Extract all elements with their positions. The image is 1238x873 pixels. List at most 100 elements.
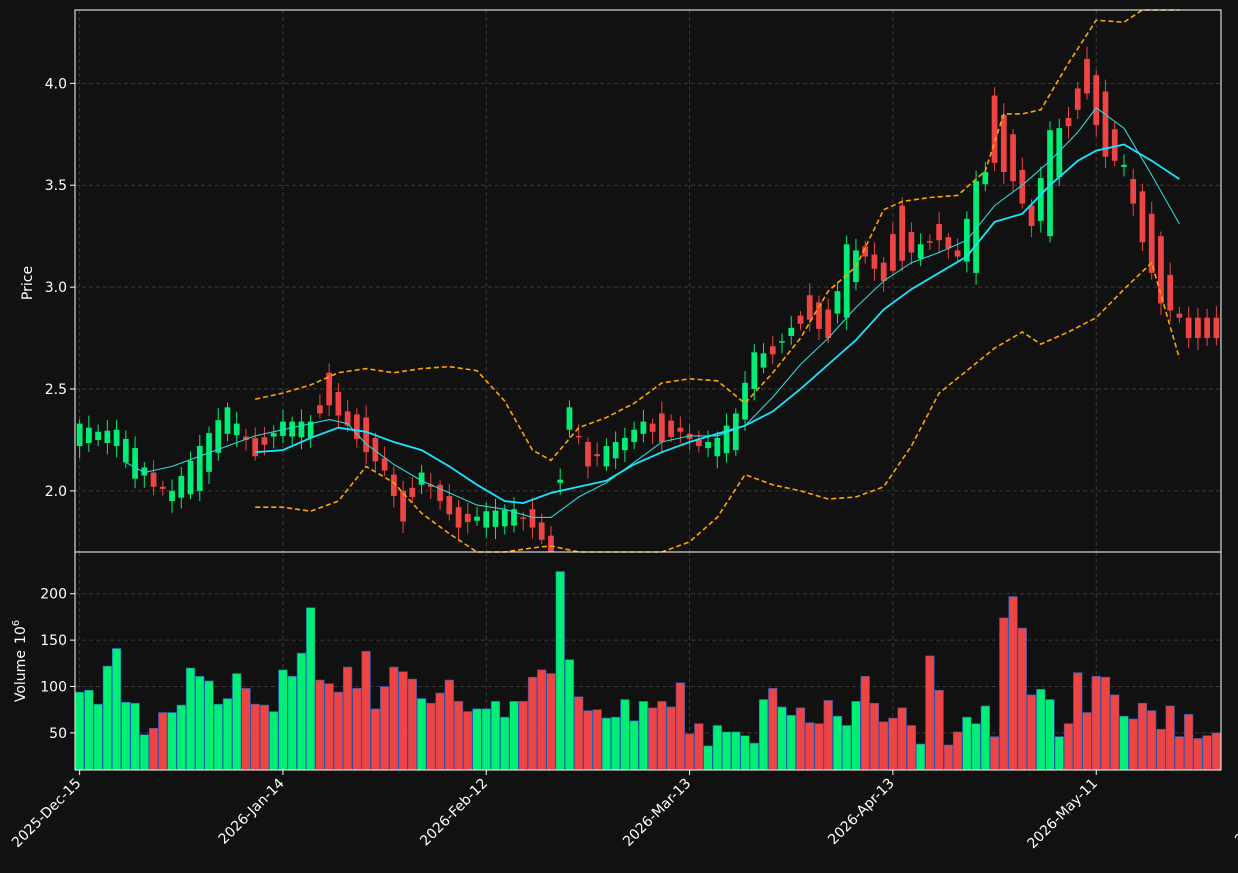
candle-body — [622, 437, 628, 451]
candle-body — [612, 441, 619, 459]
candle-body — [1084, 58, 1090, 94]
volume-bar — [666, 706, 676, 771]
volume-bar — [222, 698, 233, 771]
volume-bar — [564, 659, 575, 771]
volume-bar — [1026, 694, 1037, 771]
price-tick-label: 2.5 — [45, 382, 67, 398]
candle-body — [344, 411, 351, 426]
candle-body — [1130, 179, 1137, 204]
candle-body — [658, 413, 665, 442]
candle-body — [816, 302, 822, 329]
volume-bar — [176, 704, 186, 771]
volume-bar — [1184, 714, 1194, 771]
candle-body — [427, 484, 434, 487]
candle-body — [159, 486, 166, 489]
volume-bar — [675, 682, 685, 771]
candle-body — [529, 509, 536, 528]
candle-body — [594, 454, 601, 457]
volume-bar — [832, 715, 843, 771]
candle-body — [1102, 91, 1109, 157]
volume-bar — [814, 723, 824, 771]
volume-bar — [860, 676, 870, 771]
candle-body — [742, 382, 748, 420]
candle-body — [1019, 169, 1026, 204]
volume-bar — [472, 708, 482, 771]
volume-bar — [611, 716, 621, 771]
candle-body — [252, 437, 259, 457]
candle-body — [335, 392, 342, 416]
volume-bar — [694, 723, 704, 771]
volume-bar — [315, 679, 325, 771]
candle-body — [732, 413, 739, 451]
volume-bar — [999, 617, 1009, 771]
candle-body — [483, 511, 490, 528]
volume-bar — [916, 743, 926, 771]
volume-bar — [148, 727, 159, 771]
candle-body — [1065, 117, 1072, 127]
volume-bar — [758, 699, 769, 771]
candle-body — [973, 181, 979, 273]
candle-body — [843, 244, 850, 318]
candle-body — [880, 262, 887, 281]
volume-bar — [768, 688, 778, 771]
volume-bar — [1147, 710, 1157, 771]
volume-bar — [204, 680, 214, 771]
candle-body — [95, 431, 101, 440]
volume-bar — [306, 607, 316, 771]
candle-body — [705, 441, 711, 449]
candle-body — [520, 517, 527, 519]
volume-axis-label-text: Volume — [13, 650, 29, 702]
volume-bar — [1008, 596, 1018, 771]
volume-bar — [703, 745, 713, 771]
volume-tick-label: 200 — [40, 587, 67, 603]
volume-bar — [241, 688, 251, 771]
volume-bar — [546, 673, 556, 771]
candle-body — [1148, 213, 1155, 273]
candle-body — [797, 315, 804, 324]
candle-body — [196, 446, 203, 491]
volume-bar — [84, 689, 94, 771]
volume-bar — [1202, 735, 1212, 771]
volume-bar — [601, 717, 612, 771]
volume-bar — [121, 701, 131, 771]
candle-body — [899, 205, 906, 261]
volume-bar — [379, 686, 390, 771]
candle-body — [511, 509, 517, 526]
price-tick-label: 3.5 — [45, 178, 67, 194]
volume-bar — [407, 678, 417, 771]
candle-body — [1185, 317, 1192, 339]
volume-bar — [361, 650, 371, 771]
candle-body — [1139, 191, 1146, 243]
volume-bar — [490, 701, 501, 771]
candle-body — [1010, 134, 1016, 182]
volume-bar — [195, 676, 205, 771]
volume-bar — [232, 673, 242, 771]
candle-body — [464, 513, 471, 523]
candle-body — [501, 509, 508, 527]
volume-bar — [435, 692, 445, 771]
volume-bar — [537, 669, 547, 771]
candle-body — [585, 441, 591, 467]
candle-body — [825, 309, 832, 339]
candle-body — [317, 405, 323, 414]
volume-bar — [93, 703, 103, 771]
candle-body — [557, 479, 564, 483]
candle-body — [326, 372, 333, 406]
volume-bar — [259, 704, 270, 771]
volume-bar — [795, 707, 806, 771]
candle-body — [714, 437, 721, 457]
candle-body — [122, 438, 129, 463]
volume-tick-label: 150 — [40, 633, 67, 649]
candle-body — [243, 436, 249, 440]
volume-bar — [389, 666, 399, 771]
candle-body — [982, 171, 989, 185]
volume-bar — [324, 683, 334, 771]
volume-bar — [980, 705, 990, 771]
candle-body — [640, 421, 647, 434]
candle-body — [631, 429, 638, 442]
volume-bar — [250, 703, 260, 771]
candle-body — [575, 435, 582, 438]
price-lines — [125, 9, 1181, 553]
volume-bar — [823, 700, 833, 771]
candle-body — [566, 407, 573, 430]
